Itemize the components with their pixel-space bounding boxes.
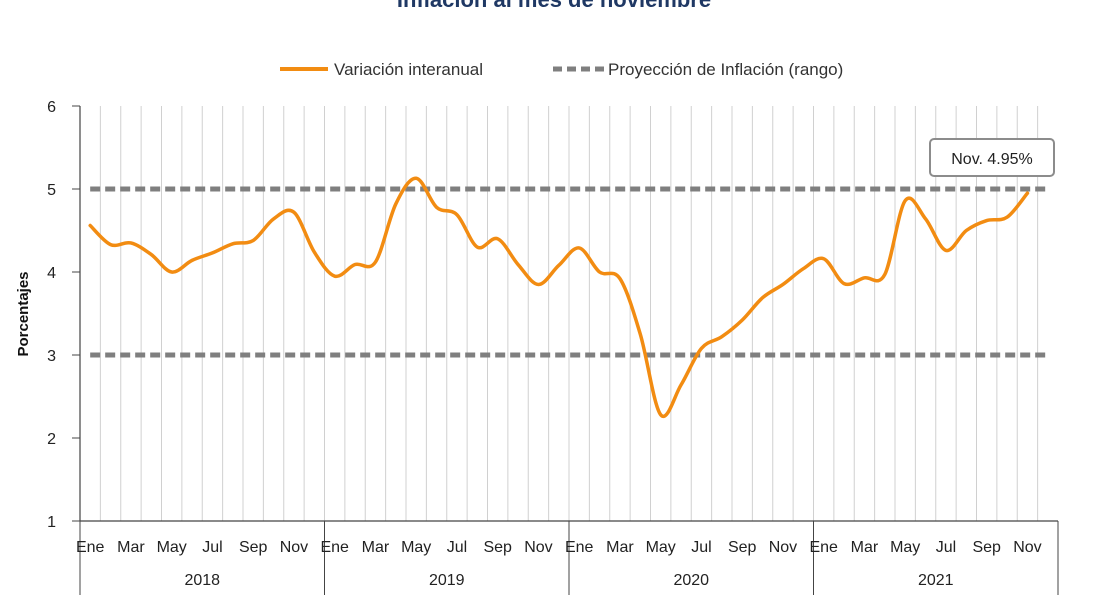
vertical-gridlines bbox=[99, 106, 1039, 521]
data-point bbox=[170, 270, 174, 274]
data-point bbox=[272, 217, 276, 221]
x-tick-label: Nov bbox=[1013, 539, 1041, 556]
data-point bbox=[292, 210, 296, 214]
data-point bbox=[435, 205, 439, 209]
data-point bbox=[679, 383, 683, 387]
data-point bbox=[781, 282, 785, 286]
data-point bbox=[924, 217, 928, 221]
x-tick-label: Sep bbox=[972, 539, 1001, 556]
x-tick-label: Jul bbox=[202, 539, 222, 556]
series-variacion-points bbox=[88, 176, 1029, 417]
x-tick-label: May bbox=[401, 539, 431, 556]
data-point bbox=[373, 260, 377, 264]
x-tick-label: May bbox=[890, 539, 920, 556]
data-point bbox=[88, 224, 92, 228]
data-point bbox=[659, 413, 663, 417]
data-point bbox=[496, 237, 500, 241]
data-point bbox=[414, 176, 418, 180]
x-tick-label: Jul bbox=[447, 539, 467, 556]
y-tick-label: 2 bbox=[47, 431, 56, 448]
x-tick-label: May bbox=[646, 539, 676, 556]
x-tick-label: Mar bbox=[362, 539, 390, 556]
data-point bbox=[251, 238, 255, 242]
data-point bbox=[1025, 191, 1029, 195]
y-tick-label: 6 bbox=[47, 99, 56, 116]
data-point bbox=[598, 270, 602, 274]
data-point bbox=[903, 199, 907, 203]
data-point bbox=[312, 250, 316, 254]
x-tick-label: Ene bbox=[320, 539, 349, 556]
data-point bbox=[475, 245, 479, 249]
series-variacion-interanual bbox=[88, 176, 1030, 419]
x-tick-label: Mar bbox=[606, 539, 634, 556]
x-tick-label: Nov bbox=[524, 539, 552, 556]
projection-range-lines bbox=[90, 186, 1048, 358]
data-point bbox=[964, 229, 968, 233]
year-label: 2020 bbox=[673, 572, 709, 589]
data-point bbox=[618, 277, 622, 281]
x-tick-label: Sep bbox=[728, 539, 757, 556]
data-point bbox=[822, 257, 826, 261]
data-point bbox=[638, 332, 642, 336]
year-label: 2019 bbox=[429, 572, 465, 589]
year-labels: 2018 2019 2020 2021 bbox=[184, 572, 953, 589]
data-point bbox=[231, 242, 235, 246]
x-tick-label: Ene bbox=[76, 539, 105, 556]
series-line-variacion-interanual bbox=[88, 176, 1030, 419]
x-tick-label: Mar bbox=[851, 539, 879, 556]
annotation-box bbox=[929, 138, 1055, 177]
data-point bbox=[862, 276, 866, 280]
x-tick-label: Nov bbox=[280, 539, 308, 556]
data-point bbox=[761, 296, 765, 300]
y-tick-label: 3 bbox=[47, 348, 56, 365]
data-point bbox=[944, 248, 948, 252]
x-tick-label: Sep bbox=[483, 539, 512, 556]
y-tick-label: 4 bbox=[47, 265, 56, 282]
y-tick-label: 1 bbox=[47, 514, 56, 531]
data-point bbox=[842, 282, 846, 286]
x-tick-label: Ene bbox=[565, 539, 594, 556]
y-tick-labels: 1 2 3 4 5 6 bbox=[47, 99, 56, 531]
annotation-text: Nov. 4.95% bbox=[951, 151, 1033, 168]
data-point bbox=[149, 253, 153, 257]
annotation-callout: Nov. 4.95% bbox=[929, 138, 1055, 177]
x-tick-label: Jul bbox=[936, 539, 956, 556]
data-point bbox=[801, 267, 805, 271]
data-point bbox=[557, 263, 561, 267]
data-point bbox=[577, 246, 581, 250]
x-tick-label: Mar bbox=[117, 539, 145, 556]
data-point bbox=[720, 335, 724, 339]
legend-label-proyeccion: Proyección de Inflación (rango) bbox=[608, 60, 843, 79]
y-axis-title: Porcentajes bbox=[15, 271, 32, 356]
data-point bbox=[210, 251, 214, 255]
data-point bbox=[985, 219, 989, 223]
data-point bbox=[455, 213, 459, 217]
data-point bbox=[1005, 215, 1009, 219]
x-tick-labels: Ene Mar May Jul Sep Nov Ene Mar May Jul Sep Nov Ene M… bbox=[76, 539, 1042, 556]
legend-label-variacion: Variación interanual bbox=[334, 60, 483, 79]
x-tick-label: Jul bbox=[691, 539, 711, 556]
data-point bbox=[190, 258, 194, 262]
x-tick-label: May bbox=[157, 539, 187, 556]
legend: Variación interanual Proyección de Infla… bbox=[280, 60, 843, 79]
x-tick-label: Nov bbox=[769, 539, 797, 556]
axes bbox=[72, 105, 1059, 595]
data-point bbox=[536, 282, 540, 286]
x-tick-label: Ene bbox=[809, 539, 838, 556]
x-tick-label: Sep bbox=[239, 539, 268, 556]
data-point bbox=[129, 241, 133, 245]
data-point bbox=[394, 202, 398, 206]
data-point bbox=[516, 263, 520, 267]
year-label: 2018 bbox=[184, 572, 220, 589]
data-point bbox=[740, 318, 744, 322]
data-point bbox=[883, 272, 887, 276]
data-point bbox=[699, 346, 703, 350]
year-label: 2021 bbox=[918, 572, 954, 589]
data-point bbox=[353, 263, 357, 267]
y-tick-label: 5 bbox=[47, 182, 56, 199]
data-point bbox=[109, 243, 113, 247]
chart-title: Inflación al mes de noviembre bbox=[0, 0, 1108, 13]
data-point bbox=[333, 274, 337, 278]
